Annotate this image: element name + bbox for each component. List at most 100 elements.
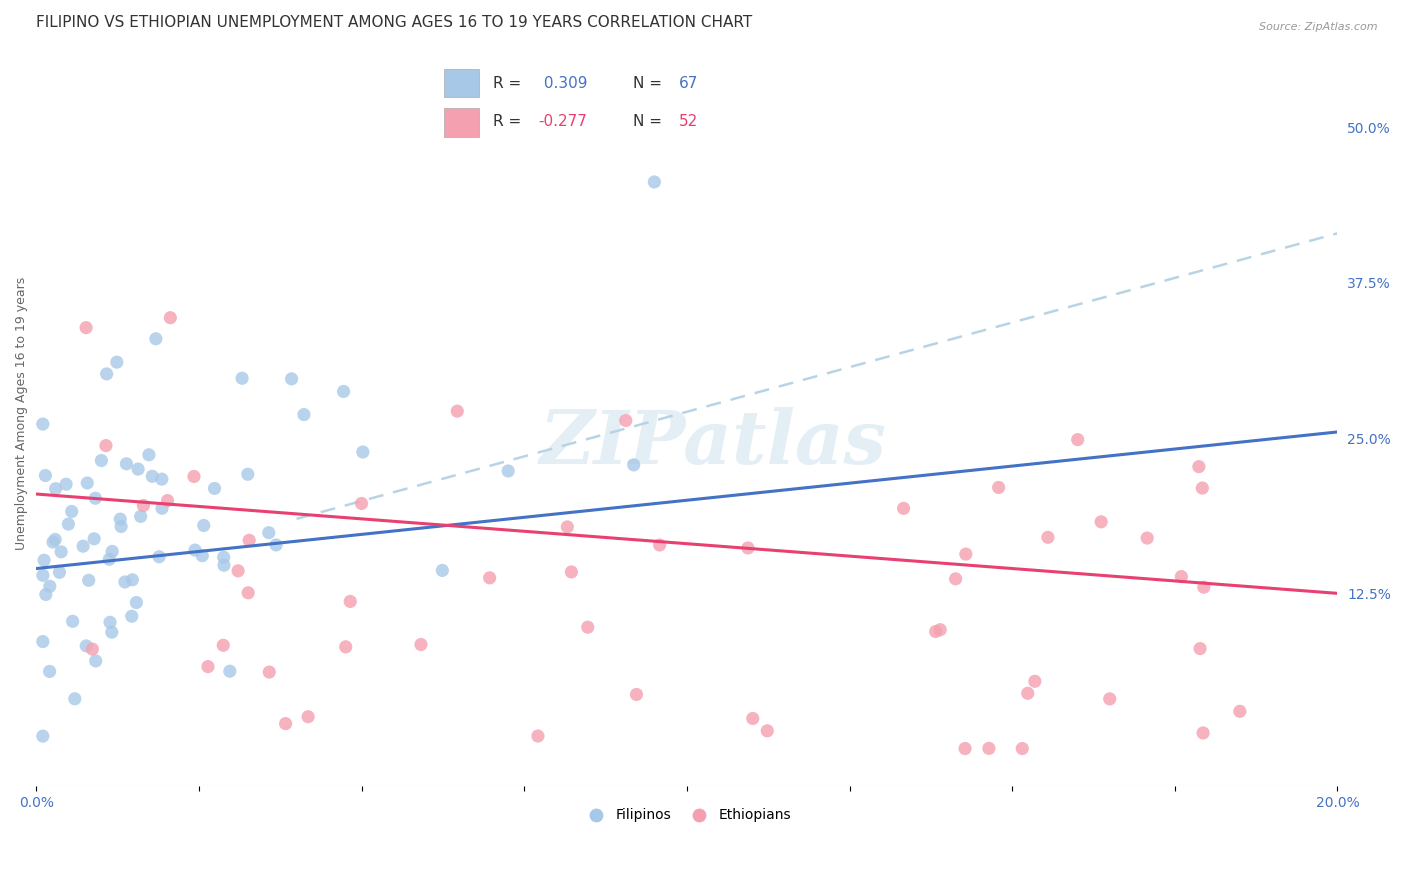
Point <box>1188 459 1211 474</box>
Point <box>42 535 65 549</box>
Point <box>72 539 94 553</box>
Point <box>94 439 117 453</box>
Point <box>159 310 181 325</box>
Point <box>127 462 149 476</box>
Point <box>1036 530 1059 544</box>
Point <box>1090 515 1112 529</box>
Point <box>45 482 67 496</box>
Legend: Filipinos, Ethiopians: Filipinos, Ethiopians <box>576 802 797 827</box>
Point <box>110 519 132 533</box>
Point <box>1192 580 1215 594</box>
Point <box>150 501 173 516</box>
Point <box>110 512 132 526</box>
Point <box>741 711 763 725</box>
Point <box>264 538 287 552</box>
Point <box>409 638 432 652</box>
Point <box>31 634 53 648</box>
Point <box>31 417 53 431</box>
Point <box>90 453 112 467</box>
Point <box>184 543 207 558</box>
Point <box>259 665 281 679</box>
Point <box>626 688 648 702</box>
Point <box>156 493 179 508</box>
Point <box>191 549 214 563</box>
Point <box>236 467 259 482</box>
Point <box>648 538 671 552</box>
Point <box>138 448 160 462</box>
Point <box>32 553 55 567</box>
Point <box>148 549 170 564</box>
Point <box>44 533 66 547</box>
Point <box>193 518 215 533</box>
Point <box>231 371 253 385</box>
Point <box>527 729 550 743</box>
Point <box>332 384 354 399</box>
Point <box>141 469 163 483</box>
Point <box>1189 641 1212 656</box>
Point <box>352 445 374 459</box>
Text: Source: ZipAtlas.com: Source: ZipAtlas.com <box>1260 22 1378 32</box>
Point <box>557 520 579 534</box>
Point <box>55 477 77 491</box>
Point <box>96 367 118 381</box>
Point <box>1066 433 1088 447</box>
Point <box>38 579 60 593</box>
Point <box>83 532 105 546</box>
Point <box>98 615 121 630</box>
Point <box>58 517 80 532</box>
Point <box>101 625 124 640</box>
Point <box>75 639 97 653</box>
Point <box>105 355 128 369</box>
Point <box>623 458 645 472</box>
Point <box>432 564 454 578</box>
Point <box>76 475 98 490</box>
Point <box>257 525 280 540</box>
Point <box>929 623 952 637</box>
Point <box>114 574 136 589</box>
Point <box>197 659 219 673</box>
Point <box>62 615 84 629</box>
Point <box>1017 686 1039 700</box>
Point <box>84 491 107 506</box>
Point <box>226 564 249 578</box>
Point <box>121 573 143 587</box>
Point <box>60 504 83 518</box>
Point <box>218 664 240 678</box>
Point <box>212 558 235 573</box>
Point <box>49 545 72 559</box>
Point <box>34 468 56 483</box>
Point <box>98 552 121 566</box>
Point <box>145 332 167 346</box>
Y-axis label: Unemployment Among Ages 16 to 19 years: Unemployment Among Ages 16 to 19 years <box>15 277 28 550</box>
Point <box>335 640 357 654</box>
Point <box>280 372 302 386</box>
Point <box>238 533 260 548</box>
Point <box>576 620 599 634</box>
Point <box>1011 741 1033 756</box>
Point <box>924 624 946 639</box>
Point <box>63 691 86 706</box>
Point <box>82 642 104 657</box>
Point <box>614 413 637 427</box>
Point <box>1191 481 1213 495</box>
Point <box>274 716 297 731</box>
Point <box>1098 691 1121 706</box>
Point <box>955 547 977 561</box>
Point <box>183 469 205 483</box>
Point <box>212 550 235 565</box>
Point <box>132 499 155 513</box>
Point <box>560 565 582 579</box>
Text: ZIPatlas: ZIPatlas <box>540 407 886 479</box>
Text: FILIPINO VS ETHIOPIAN UNEMPLOYMENT AMONG AGES 16 TO 19 YEARS CORRELATION CHART: FILIPINO VS ETHIOPIAN UNEMPLOYMENT AMONG… <box>37 15 752 30</box>
Point <box>350 496 373 510</box>
Point <box>121 609 143 624</box>
Point <box>125 595 148 609</box>
Point <box>756 723 779 738</box>
Point <box>35 587 58 601</box>
Point <box>48 566 70 580</box>
Point <box>643 175 665 189</box>
Point <box>478 571 501 585</box>
Point <box>38 665 60 679</box>
Point <box>84 654 107 668</box>
Point <box>953 741 976 756</box>
